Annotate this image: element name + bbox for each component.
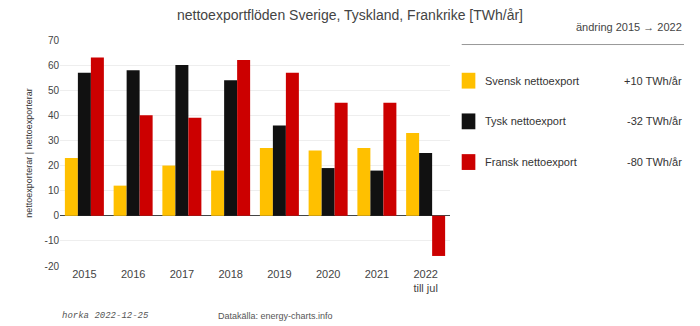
svg-text:50: 50 bbox=[48, 85, 60, 96]
svg-text:2016: 2016 bbox=[121, 268, 145, 280]
svg-text:30: 30 bbox=[48, 135, 60, 146]
svg-text:2017: 2017 bbox=[170, 268, 194, 280]
svg-text:2015: 2015 bbox=[72, 268, 96, 280]
svg-text:2020: 2020 bbox=[316, 268, 340, 280]
svg-text:horka 2022-12-25: horka 2022-12-25 bbox=[62, 311, 149, 321]
svg-text:70: 70 bbox=[48, 35, 60, 46]
svg-text:-80 TWh/år: -80 TWh/år bbox=[627, 156, 682, 168]
svg-text:Tysk nettoexport: Tysk nettoexport bbox=[485, 115, 566, 127]
svg-text:Datakälla: energy-charts.info: Datakälla: energy-charts.info bbox=[218, 311, 333, 321]
svg-text:60: 60 bbox=[48, 60, 60, 71]
svg-text:2022till jul: 2022till jul bbox=[413, 268, 437, 294]
svg-text:2018: 2018 bbox=[218, 268, 242, 280]
svg-text:-10: -10 bbox=[45, 235, 60, 246]
svg-text:2021: 2021 bbox=[365, 268, 389, 280]
svg-text:10: 10 bbox=[48, 185, 60, 196]
svg-text:nettoexporterar | nettoexporte: nettoexporterar | nettoexporterar bbox=[24, 88, 34, 217]
svg-text:+10 TWh/år: +10 TWh/år bbox=[624, 75, 682, 87]
svg-text:0: 0 bbox=[53, 210, 59, 221]
svg-text:Svensk nettoexport: Svensk nettoexport bbox=[485, 75, 579, 87]
svg-text:2019: 2019 bbox=[267, 268, 291, 280]
svg-text:-20: -20 bbox=[45, 261, 60, 272]
svg-text:-32 TWh/år: -32 TWh/år bbox=[627, 115, 682, 127]
svg-text:40: 40 bbox=[48, 110, 60, 121]
svg-text:nettoexportflöden Sverige, Tys: nettoexportflöden Sverige, Tyskland, Fra… bbox=[177, 7, 523, 23]
svg-text:Fransk nettoexport: Fransk nettoexport bbox=[485, 156, 577, 168]
svg-text:20: 20 bbox=[48, 160, 60, 171]
svg-text:ändring 2015 → 2022: ändring 2015 → 2022 bbox=[576, 21, 682, 33]
